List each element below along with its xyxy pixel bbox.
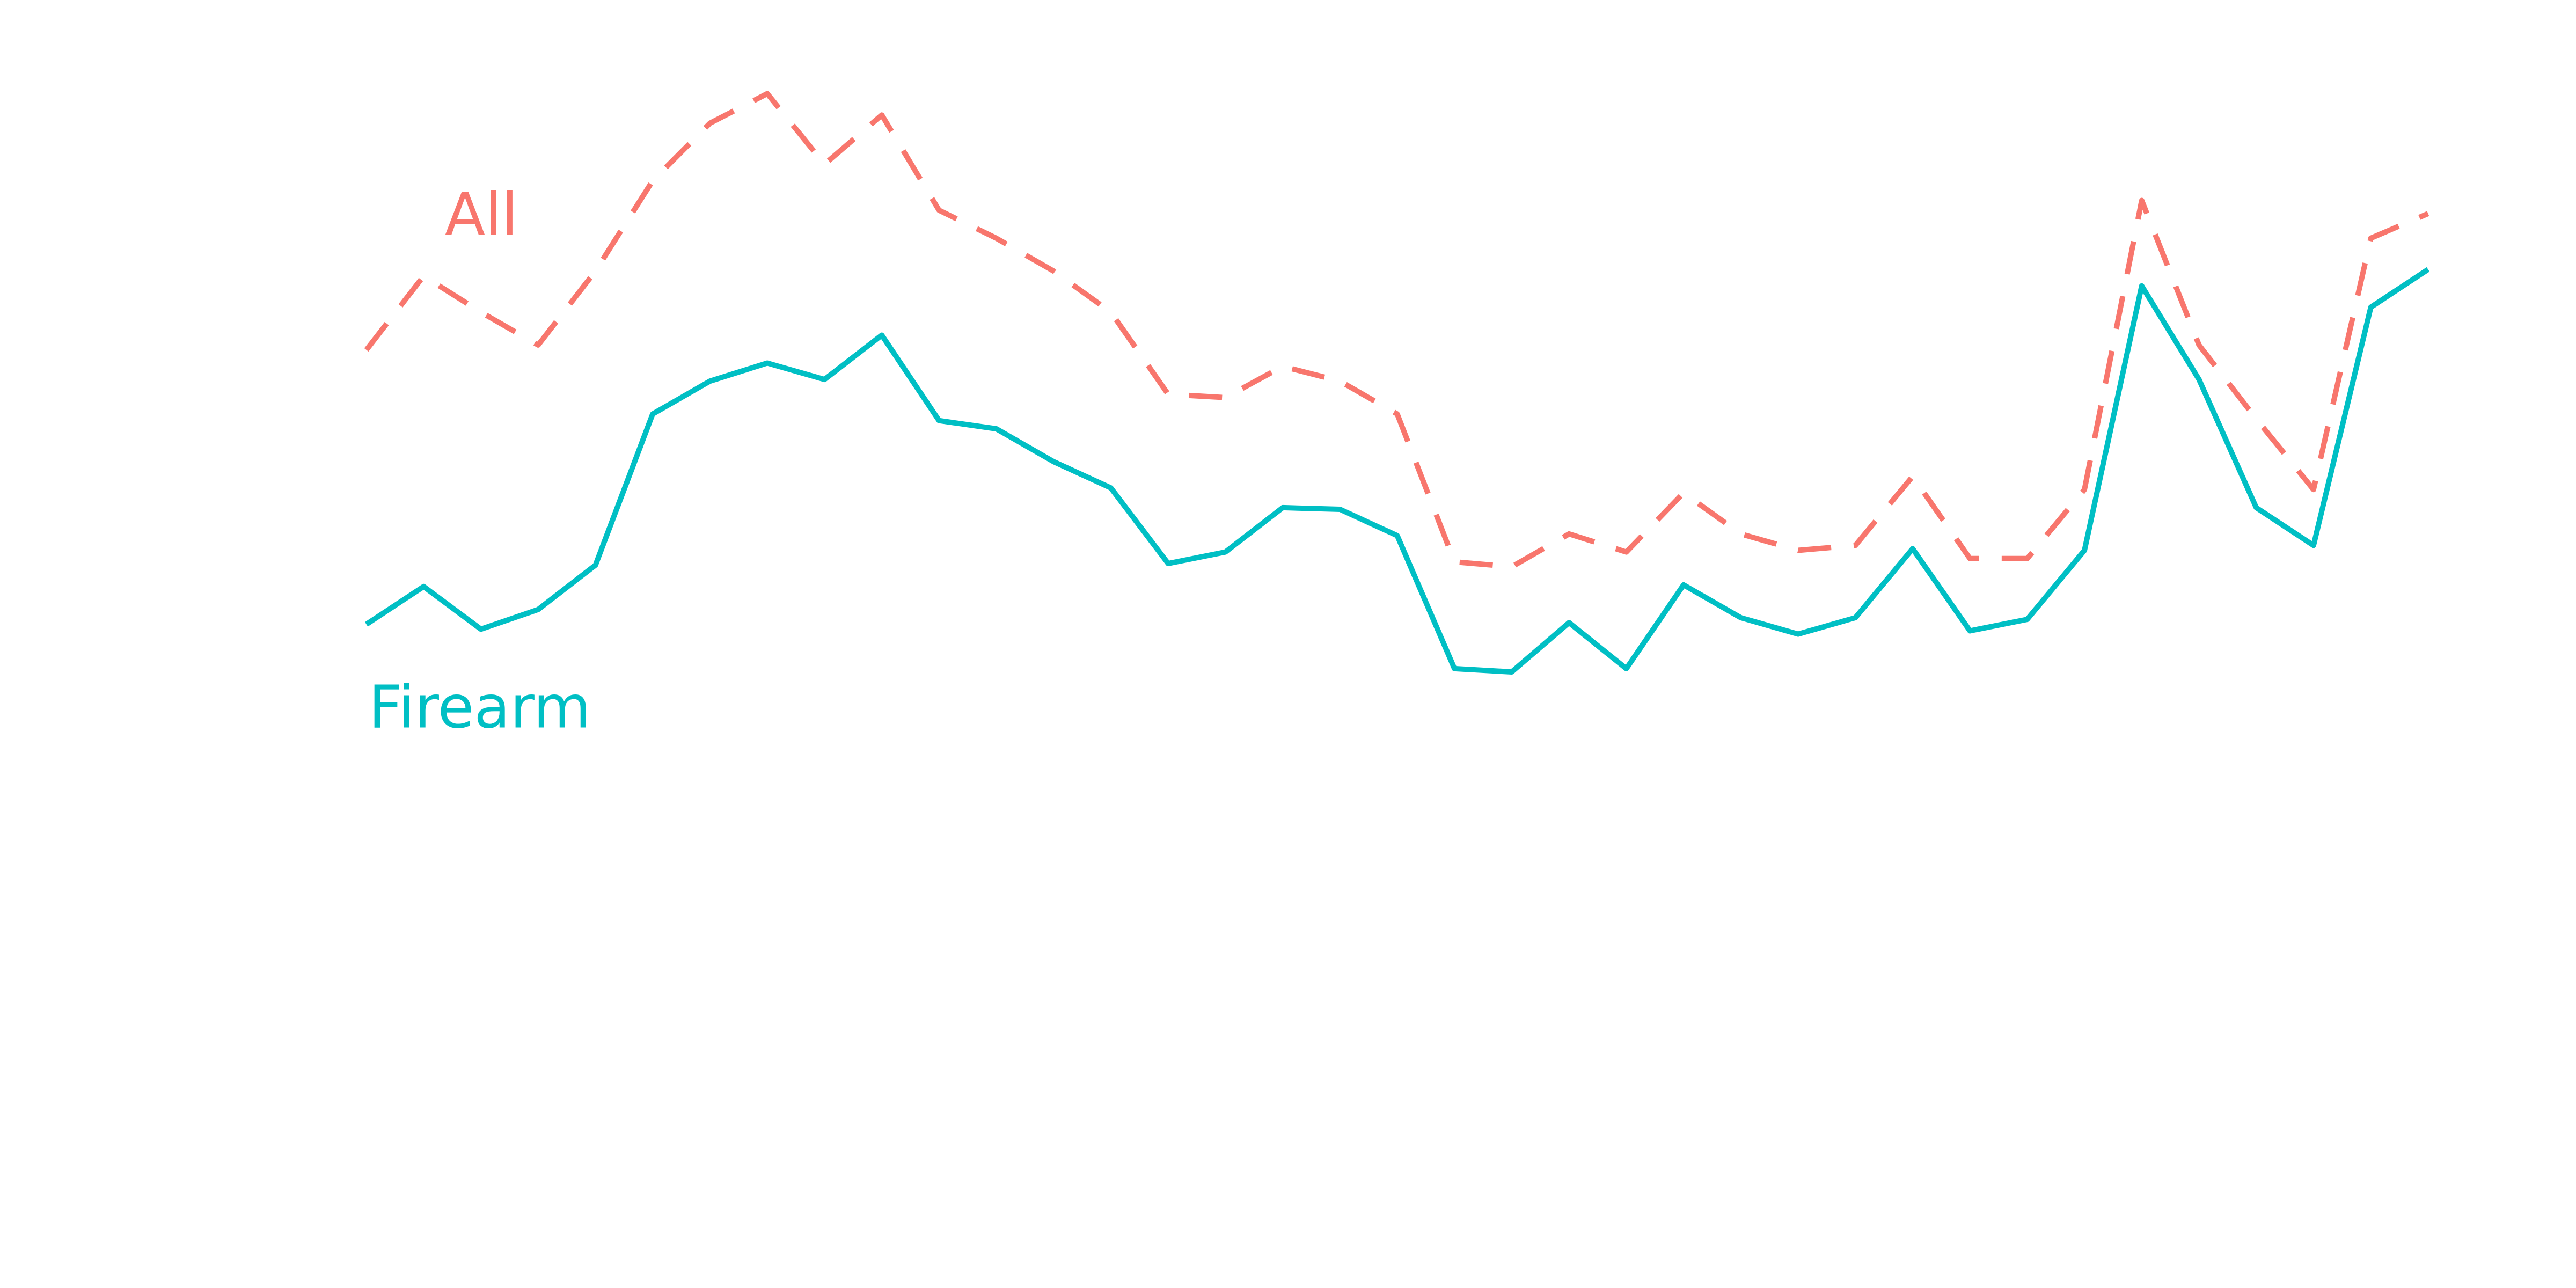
series-label: Firearm — [369, 672, 591, 741]
series-line — [364, 267, 2430, 675]
series-label: All — [445, 180, 518, 248]
series-line — [364, 91, 2429, 570]
